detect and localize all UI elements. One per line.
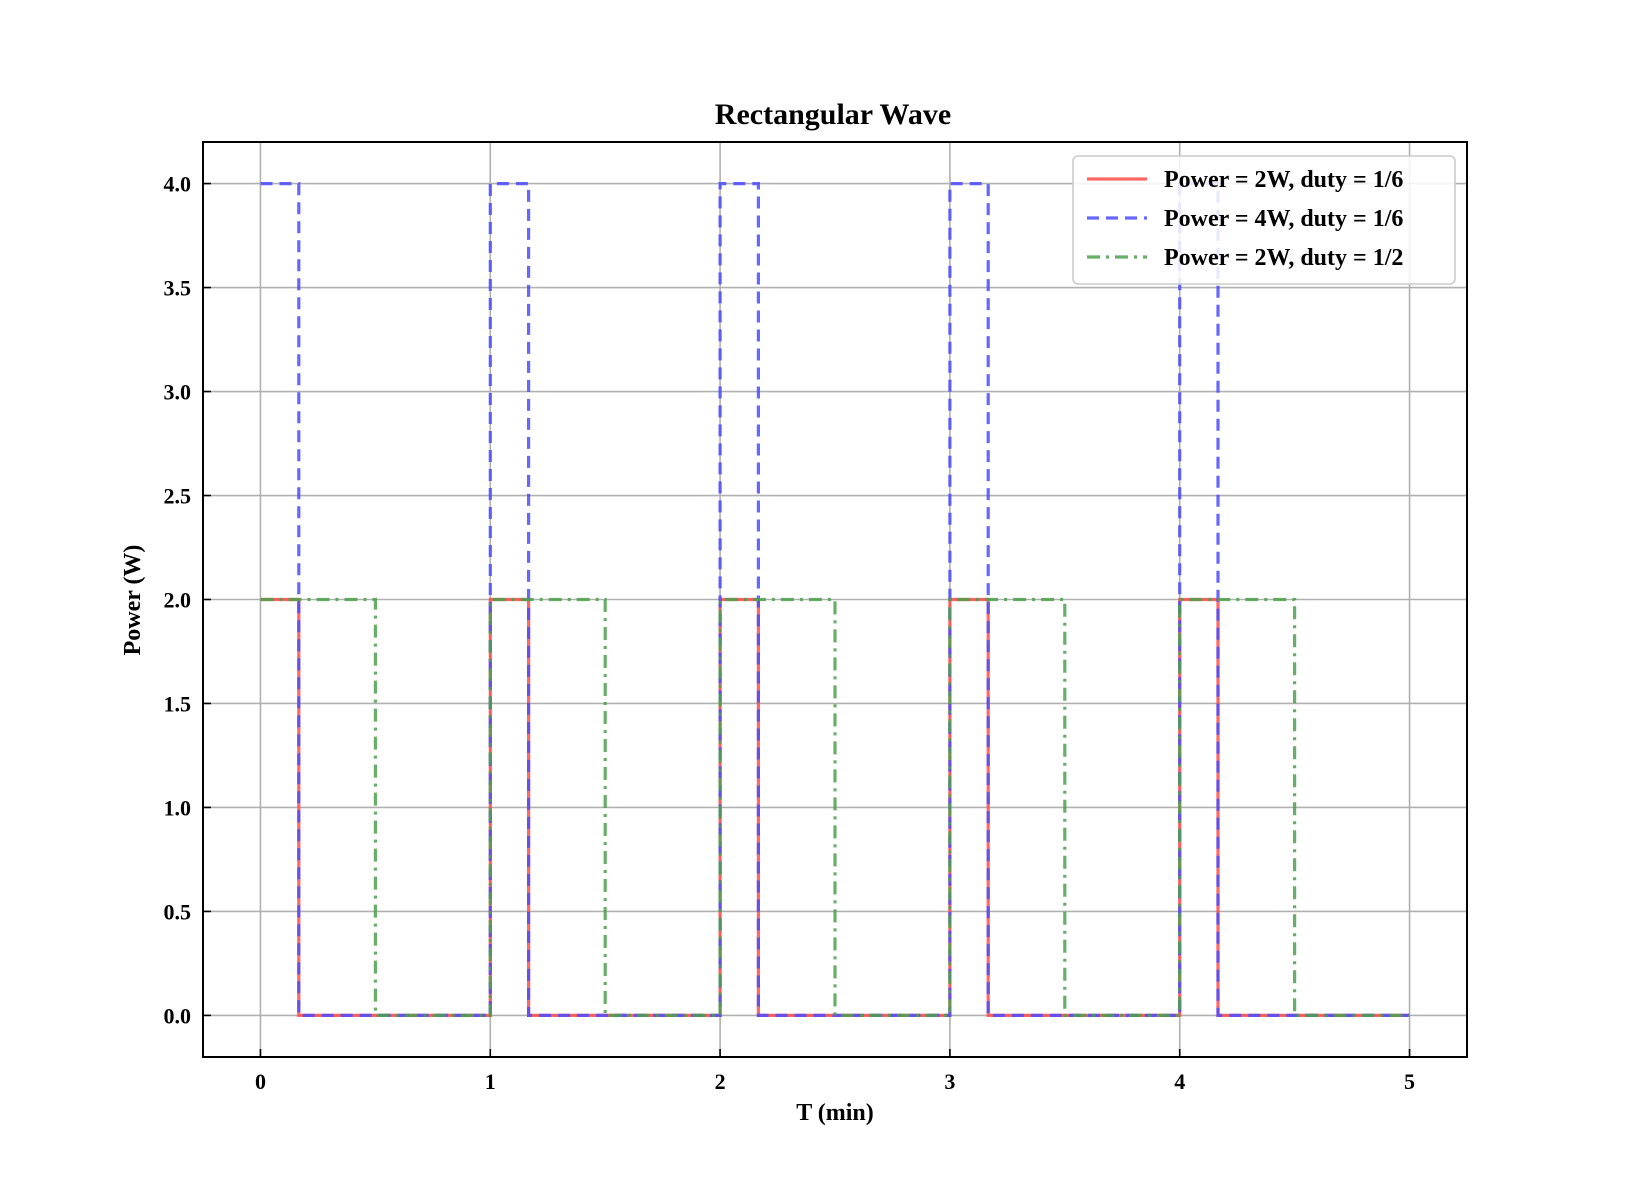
y-axis-label: Power (W): [120, 545, 146, 656]
y-tick-label: 0.0: [164, 1003, 192, 1028]
series-line-3: [260, 597, 1410, 1018]
tick-marks: [203, 182, 1411, 1057]
legend-label-3: Power = 2W, duty = 1/2: [1164, 245, 1403, 271]
legend-label-2: Power = 4W, duty = 1/6: [1164, 206, 1403, 232]
x-tick-label: 5: [1404, 1069, 1415, 1094]
y-tick-label: 2.0: [164, 588, 192, 613]
y-tick-label: 1.0: [164, 795, 192, 820]
y-tick-label: 4.0: [164, 172, 192, 197]
y-tick-label: 0.5: [164, 899, 192, 924]
y-tick-label: 3.5: [164, 276, 192, 301]
y-tick-label: 3.0: [164, 380, 192, 405]
chart-title: Rectangular Wave: [715, 98, 951, 131]
y-tick-label: 2.5: [164, 484, 192, 509]
x-axis-label: T (min): [796, 1100, 874, 1126]
x-tick-label: 4: [1174, 1069, 1185, 1094]
y-tick-label: 1.5: [164, 691, 192, 716]
x-tick-label: 3: [944, 1069, 955, 1094]
x-tick-label: 1: [485, 1069, 496, 1094]
y-tick-labels: 0.0 0.5 1.0 1.5 2.0 2.5 3.0 3.5 4.0: [164, 172, 192, 1029]
legend-box: [1072, 155, 1456, 285]
legend: Power = 2W, duty = 1/6 Power = 4W, duty =…: [1072, 155, 1456, 285]
x-tick-label: 0: [255, 1069, 266, 1094]
x-tick-labels: 0 1 2 3 4 5: [255, 1069, 1415, 1094]
x-tick-label: 2: [715, 1069, 726, 1094]
series-layer: [260, 182, 1410, 1018]
legend-label-1: Power = 2W, duty = 1/6: [1164, 167, 1403, 193]
